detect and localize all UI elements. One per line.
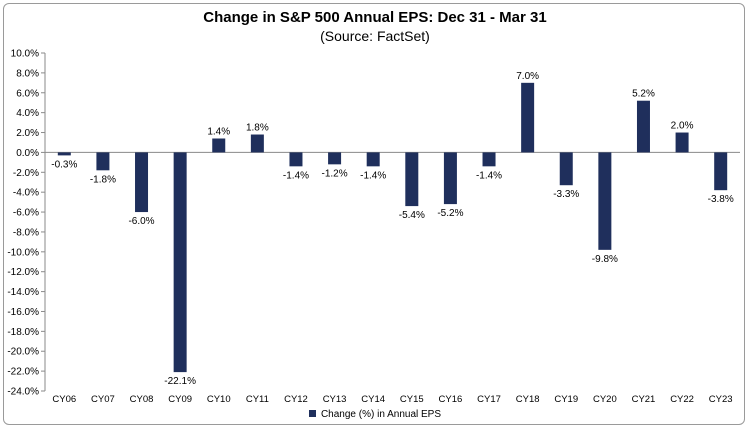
data-label: -1.4% [283,170,309,181]
bar [173,152,187,373]
x-tick-label: CY10 [207,394,231,405]
x-tick-label: CY13 [323,394,347,405]
data-label: -1.4% [476,170,502,181]
chart-title: Change in S&P 500 Annual EPS: Dec 31 - M… [203,9,547,26]
data-label: -3.3% [553,189,579,200]
legend-label: Change (%) in Annual EPS [320,409,442,420]
y-tick-label: -24.0% [7,387,39,398]
legend: Change (%) in Annual EPS [0,409,750,420]
y-tick-label: 8.0% [16,68,39,79]
data-label: 5.2% [632,89,655,100]
bar [328,152,342,165]
x-tick-label: CY09 [168,394,192,405]
bar [675,132,689,153]
x-tick-label: CY20 [593,394,617,405]
x-tick-label: CY16 [439,394,463,405]
x-tick-label: CY14 [361,394,385,405]
data-label: -1.4% [360,170,386,181]
bar [405,152,419,207]
chart-frame [3,3,745,425]
data-label: 2.0% [671,121,694,132]
y-tick-label: -8.0% [13,227,39,238]
y-tick-label: -12.0% [7,267,39,278]
x-tick-label: CY21 [632,394,656,405]
x-tick-label: CY18 [516,394,540,405]
data-label: -9.8% [592,254,618,265]
bar [289,152,303,167]
bar [443,152,457,205]
y-tick-label: -4.0% [13,188,39,199]
y-tick-label: 2.0% [16,128,39,139]
y-tick-label: -22.0% [7,367,39,378]
data-label: 1.8% [246,123,269,134]
x-tick-label: CY12 [284,394,308,405]
data-label: -22.1% [164,376,196,387]
bar [135,152,149,213]
bar [598,152,612,250]
x-tick-label: CY06 [52,394,76,405]
x-tick-label: CY23 [709,394,733,405]
x-tick-label: CY15 [400,394,424,405]
bar [212,138,226,153]
y-tick-label: -10.0% [7,247,39,258]
y-tick-label: -2.0% [13,168,39,179]
y-tick-label: 4.0% [16,108,39,119]
y-tick-label: -20.0% [7,347,39,358]
y-tick-label: -16.0% [7,307,39,318]
data-label: -3.8% [708,194,734,205]
x-tick-label: CY07 [91,394,115,405]
bar [482,152,496,167]
bar [250,134,264,153]
y-tick-label: 10.0% [11,49,39,60]
data-label: -6.0% [128,216,154,227]
y-tick-label: 0.0% [16,148,39,159]
x-tick-label: CY08 [130,394,154,405]
data-label: -0.3% [51,159,77,170]
y-tick-label: -14.0% [7,287,39,298]
bar [57,152,71,156]
x-tick-label: CY11 [246,394,269,405]
bar [366,152,380,167]
data-label: -1.2% [322,168,348,179]
bar [521,82,535,153]
data-label: -5.2% [437,208,463,219]
y-tick-label: 6.0% [16,88,39,99]
bar [559,152,573,186]
bar [636,100,650,153]
legend-swatch [308,410,316,417]
bar [96,152,110,171]
data-label: -5.4% [399,210,425,221]
x-tick-label: CY17 [477,394,501,405]
data-label: 1.4% [207,126,230,137]
bar [714,152,728,191]
y-tick-label: -18.0% [7,327,39,338]
data-label: 7.0% [516,71,539,82]
x-tick-label: CY22 [670,394,694,405]
x-tick-label: CY19 [554,394,578,405]
data-label: -1.8% [90,174,116,185]
chart-subtitle: (Source: FactSet) [320,28,430,44]
y-tick-label: -6.0% [13,208,39,219]
